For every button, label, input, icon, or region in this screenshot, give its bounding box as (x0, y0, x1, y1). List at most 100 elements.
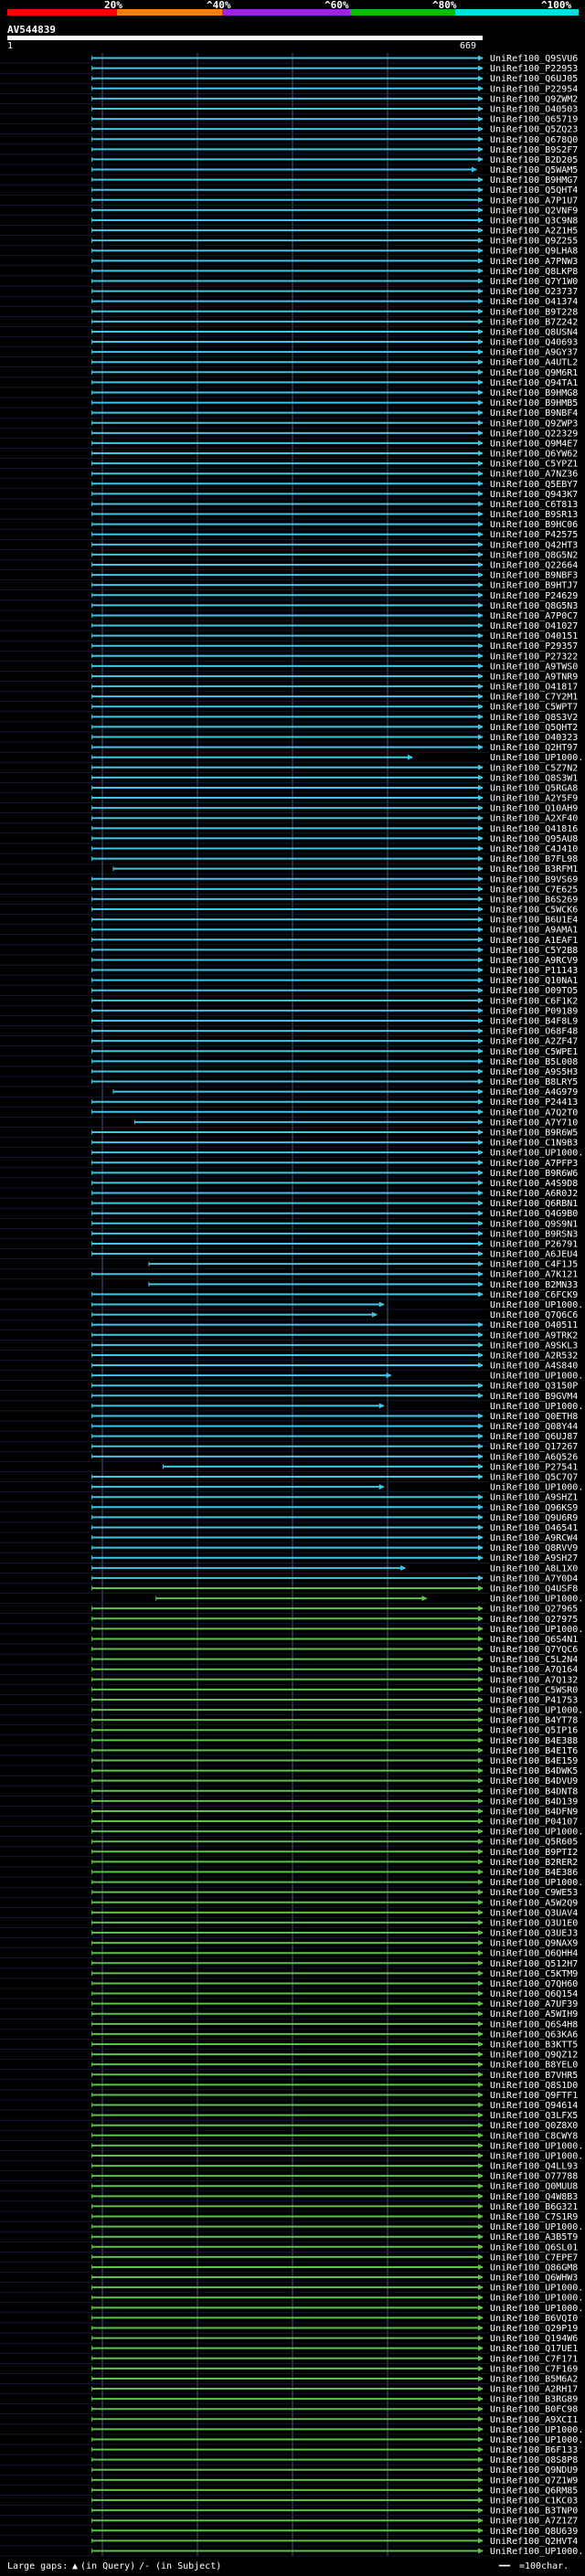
hit-label[interactable]: UniRef100_B6G321 (490, 2202, 578, 2212)
hit-label[interactable]: UniRef100_Q8LKP8 (490, 267, 578, 277)
hit-label[interactable]: UniRef100_B6F133 (490, 2445, 578, 2455)
hit-label[interactable]: UniRef100_Q6S4H8 (490, 2019, 578, 2030)
hit-label[interactable]: UniRef100_Q4LL93 (490, 2162, 578, 2172)
hit-label[interactable]: UniRef100_UP1000... (490, 2294, 585, 2304)
hit-label[interactable]: UniRef100_C7E625 (490, 885, 578, 895)
hit-label[interactable]: UniRef100_C7S1R9 (490, 2212, 578, 2222)
hit-label[interactable]: UniRef100_Q9NDU9 (490, 2465, 578, 2475)
hit-label[interactable]: UniRef100_B9R6W6 (490, 1169, 578, 1179)
hit-label[interactable]: UniRef100_Q65719 (490, 115, 578, 125)
hit-label[interactable]: UniRef100_A6R0J2 (490, 1189, 578, 1199)
hit-label[interactable]: UniRef100_A2XF40 (490, 814, 578, 824)
hit-label[interactable]: UniRef100_Q3C9N8 (490, 216, 578, 226)
hit-label[interactable]: UniRef100_P04107 (490, 1818, 578, 1828)
hit-label[interactable]: UniRef100_B0FC98 (490, 2405, 578, 2415)
hit-label[interactable]: UniRef100_B9T228 (490, 307, 578, 317)
hit-label[interactable]: UniRef100_Q7Y1W0 (490, 277, 578, 287)
hit-label[interactable]: UniRef100_Q9FTF1 (490, 2091, 578, 2101)
hit-label[interactable]: UniRef100_C5Z7N2 (490, 763, 578, 773)
hit-label[interactable]: UniRef100_UP1000... (490, 2284, 585, 2294)
hit-label[interactable]: UniRef100_Q29P19 (490, 2324, 578, 2334)
hit-label[interactable]: UniRef100_O41817 (490, 683, 578, 693)
hit-label[interactable]: UniRef100_Q943K7 (490, 490, 578, 500)
hit-label[interactable]: UniRef100_P26791 (490, 1239, 578, 1249)
hit-label[interactable]: UniRef100_C4J410 (490, 844, 578, 854)
hit-label[interactable]: UniRef100_Q5QHT4 (490, 186, 578, 196)
hit-label[interactable]: UniRef100_O40503 (490, 104, 578, 114)
hit-label[interactable]: UniRef100_Q40693 (490, 338, 578, 348)
hit-label[interactable]: UniRef100_C5L2N4 (490, 1655, 578, 1665)
hit-label[interactable]: UniRef100_B5M6A2 (490, 2374, 578, 2384)
hit-label[interactable]: UniRef100_Q9SVU6 (490, 54, 578, 64)
hit-label[interactable]: UniRef100_O41374 (490, 297, 578, 307)
hit-label[interactable]: UniRef100_A7Q2T0 (490, 1108, 578, 1118)
hit-label[interactable]: UniRef100_A7Q132 (490, 1675, 578, 1685)
hit-label[interactable]: UniRef100_Q6Q154 (490, 1989, 578, 1999)
hit-label[interactable]: UniRef100_B3TNP0 (490, 2507, 578, 2517)
hit-label[interactable]: UniRef100_Q95AU8 (490, 834, 578, 844)
hit-label[interactable]: UniRef100_Q42HT3 (490, 540, 578, 550)
hit-label[interactable]: UniRef100_A2Z1H5 (490, 227, 578, 237)
hit-label[interactable]: UniRef100_UP1000... (490, 1300, 585, 1310)
hit-label[interactable]: UniRef100_C6FCK9 (490, 1290, 578, 1300)
hit-label[interactable]: UniRef100_A9S5H3 (490, 1067, 578, 1077)
hit-label[interactable]: UniRef100_P24413 (490, 1097, 578, 1108)
hit-label[interactable]: UniRef100_Q2HT97 (490, 743, 578, 753)
hit-label[interactable]: UniRef100_Q678Q0 (490, 135, 578, 145)
hit-label[interactable]: UniRef100_Q5C7Q7 (490, 1473, 578, 1483)
hit-label[interactable]: UniRef100_B9PTI2 (490, 1848, 578, 1858)
hit-label[interactable]: UniRef100_P42575 (490, 530, 578, 540)
hit-label[interactable]: UniRef100_O77788 (490, 2172, 578, 2182)
hit-label[interactable]: UniRef100_P41753 (490, 1695, 578, 1705)
hit-label[interactable]: UniRef100_C7F171 (490, 2354, 578, 2364)
hit-label[interactable]: UniRef100_Q9QZ12 (490, 2051, 578, 2061)
hit-label[interactable]: UniRef100_Q6RBN1 (490, 1199, 578, 1209)
hit-label[interactable]: UniRef100_Q8S3V2 (490, 713, 578, 723)
hit-label[interactable]: UniRef100_C4F1J5 (490, 1260, 578, 1270)
hit-label[interactable]: UniRef100_Q512H7 (490, 1959, 578, 1969)
hit-label[interactable]: UniRef100_A2R532 (490, 1351, 578, 1361)
hit-label[interactable]: UniRef100_O41027 (490, 621, 578, 631)
hit-label[interactable]: UniRef100_A4G979 (490, 1087, 578, 1097)
hit-label[interactable]: UniRef100_Q2VNF9 (490, 206, 578, 216)
hit-label[interactable]: UniRef100_B9GVM4 (490, 1392, 578, 1402)
hit-label[interactable]: UniRef100_Q10NA1 (490, 976, 578, 986)
hit-label[interactable]: UniRef100_B4E386 (490, 1868, 578, 1878)
hit-label[interactable]: UniRef100_Q9LHA8 (490, 247, 578, 257)
hit-label[interactable]: UniRef100_A9AMA1 (490, 926, 578, 936)
hit-label[interactable]: UniRef100_A9TWS0 (490, 662, 578, 672)
hit-label[interactable]: UniRef100_O40323 (490, 733, 578, 743)
hit-label[interactable]: UniRef100_A7UF39 (490, 1999, 578, 2009)
hit-label[interactable]: UniRef100_Q0MUU8 (490, 2182, 578, 2192)
hit-label[interactable]: UniRef100_P24629 (490, 591, 578, 601)
hit-label[interactable]: UniRef100_Q17UE1 (490, 2344, 578, 2354)
hit-label[interactable]: UniRef100_B7VHR5 (490, 2071, 578, 2081)
hit-label[interactable]: UniRef100_UP1000... (490, 1878, 585, 1888)
hit-label[interactable]: UniRef100_B4E1T6 (490, 1746, 578, 1756)
hit-label[interactable]: UniRef100_B9HTJ7 (490, 581, 578, 591)
hit-label[interactable]: UniRef100_A5W2Q9 (490, 1898, 578, 1908)
hit-label[interactable]: UniRef100_Q6WHW3 (490, 2274, 578, 2284)
hit-label[interactable]: UniRef100_P27322 (490, 652, 578, 662)
hit-label[interactable]: UniRef100_Q08Y44 (490, 1422, 578, 1432)
hit-label[interactable]: UniRef100_Q94614 (490, 2101, 578, 2111)
hit-label[interactable]: UniRef100_B4YT78 (490, 1716, 578, 1726)
hit-label[interactable]: UniRef100_UP1000... (490, 2435, 585, 2445)
hit-label[interactable]: UniRef100_Q3UAV4 (490, 1908, 578, 1918)
hit-label[interactable]: UniRef100_C5Y2B8 (490, 946, 578, 956)
hit-label[interactable]: UniRef100_Q9Z255 (490, 237, 578, 247)
hit-label[interactable]: UniRef100_C6F1K2 (490, 996, 578, 1006)
hit-label[interactable]: UniRef100_B4D139 (490, 1797, 578, 1807)
hit-label[interactable]: UniRef100_A9SHZ1 (490, 1493, 578, 1503)
hit-label[interactable]: UniRef100_P22953 (490, 64, 578, 74)
hit-label[interactable]: UniRef100_UP1000... (490, 1372, 585, 1382)
hit-label[interactable]: UniRef100_A1EAF1 (490, 936, 578, 946)
hit-label[interactable]: UniRef100_C5KTM9 (490, 1969, 578, 1979)
hit-label[interactable]: UniRef100_A7PFP3 (490, 1159, 578, 1169)
hit-label[interactable]: UniRef100_Q6UJ87 (490, 1432, 578, 1442)
hit-label[interactable]: UniRef100_B3RFM1 (490, 864, 578, 875)
hit-label[interactable]: UniRef100_C1N9B3 (490, 1139, 578, 1149)
hit-label[interactable]: UniRef100_B7FL98 (490, 854, 578, 864)
hit-label[interactable]: UniRef100_B6VQI0 (490, 2314, 578, 2324)
hit-label[interactable]: UniRef100_B9NBF3 (490, 571, 578, 581)
